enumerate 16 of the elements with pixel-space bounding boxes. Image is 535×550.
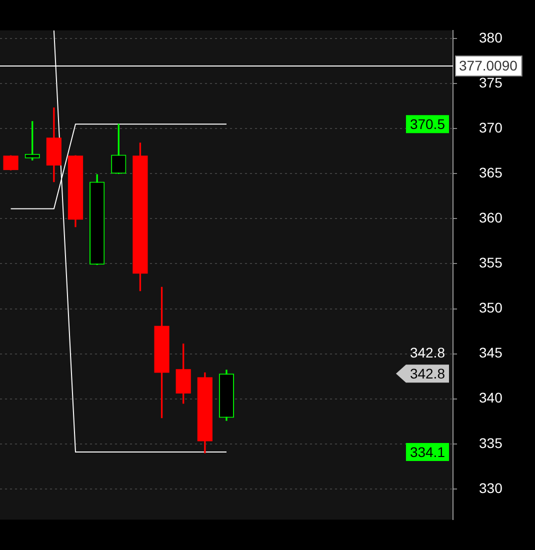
y-tick-label: 330 — [479, 480, 503, 496]
annotation: 334.1 — [410, 444, 446, 460]
ref-line-label: 377.0090 — [459, 57, 518, 74]
y-tick-label: 335 — [479, 434, 503, 451]
y-tick-label: 355 — [479, 254, 503, 271]
y-tick-label: 370 — [479, 119, 503, 136]
y-tick-label: 380 — [479, 29, 503, 46]
annotation: 342.8 — [410, 344, 446, 361]
y-tick-label: 345 — [479, 344, 503, 361]
annotation: 342.8 — [410, 366, 446, 382]
y-tick-label: 360 — [479, 210, 503, 226]
y-tick-label: 350 — [479, 300, 503, 316]
y-tick-label: 375 — [479, 74, 503, 90]
y-tick-label: 340 — [479, 390, 503, 406]
y-tick-label: 365 — [479, 164, 503, 181]
annotation: 370.5 — [410, 116, 446, 132]
